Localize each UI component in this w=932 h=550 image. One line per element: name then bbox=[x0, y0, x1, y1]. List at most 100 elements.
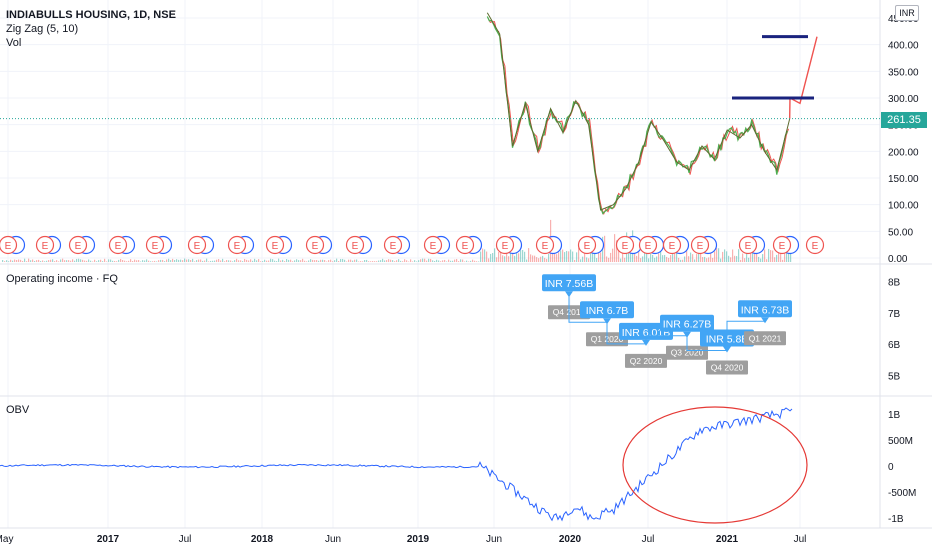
volume-bar bbox=[324, 260, 326, 262]
volume-bar bbox=[442, 260, 444, 262]
volume-bar bbox=[718, 248, 720, 262]
volume-bar bbox=[544, 257, 546, 262]
earnings-marker bbox=[455, 235, 475, 255]
volume-bar bbox=[646, 251, 648, 262]
zigzag-legend[interactable]: Zig Zag (5, 10) bbox=[6, 23, 79, 35]
volume-bar bbox=[512, 250, 514, 262]
volume-bar bbox=[580, 259, 582, 262]
earnings-marker bbox=[535, 235, 555, 255]
volume-bar bbox=[380, 260, 382, 262]
volume-bar bbox=[348, 259, 350, 262]
annotation-circle[interactable] bbox=[622, 406, 808, 524]
y-axis[interactable]: 0.0050.00100.00150.00200.00250.00300.003… bbox=[888, 14, 919, 525]
level-lines[interactable] bbox=[732, 35, 814, 100]
volume-bar bbox=[394, 261, 396, 262]
volume-bar bbox=[390, 259, 392, 262]
volume-bar bbox=[546, 258, 548, 262]
earnings-marker bbox=[35, 235, 55, 255]
earnings-marker bbox=[68, 235, 88, 255]
obv-legend[interactable]: OBV bbox=[6, 404, 30, 416]
earnings-marker-label: E bbox=[542, 241, 549, 252]
operating-income-legend[interactable]: Operating income · FQ bbox=[6, 273, 118, 285]
volume-bar bbox=[304, 260, 306, 262]
volume-bar bbox=[194, 261, 196, 262]
volume-bar bbox=[96, 261, 98, 262]
symbol-title[interactable]: INDIABULLS HOUSING, 1D, NSE bbox=[6, 9, 176, 21]
volume-bar bbox=[560, 250, 562, 262]
value-callout bbox=[738, 300, 792, 318]
value-callout-pointer bbox=[761, 317, 769, 324]
volume-bar bbox=[662, 255, 664, 262]
earnings-marker bbox=[227, 235, 247, 255]
volume-bar bbox=[354, 259, 356, 262]
currency-button[interactable]: INR bbox=[895, 5, 919, 21]
volume-bar bbox=[280, 260, 282, 262]
earnings-marker bbox=[423, 235, 443, 255]
volume-legend[interactable]: Vol bbox=[6, 37, 22, 49]
volume-bar bbox=[28, 258, 30, 262]
volume-bar bbox=[538, 258, 540, 262]
volume-bar bbox=[778, 252, 780, 262]
volume-bar bbox=[462, 259, 464, 262]
quarter-box bbox=[744, 331, 786, 346]
volume-bar bbox=[410, 259, 412, 262]
volume-bar bbox=[566, 250, 568, 262]
volume-bar bbox=[664, 254, 666, 262]
volume-bar bbox=[472, 259, 474, 262]
volume-bar bbox=[660, 250, 662, 262]
volume-bar bbox=[236, 258, 238, 262]
volume-bar bbox=[296, 259, 298, 262]
volume-bar bbox=[568, 251, 570, 262]
volume-bar bbox=[134, 259, 136, 262]
volume-bar bbox=[244, 258, 246, 262]
volume-bar bbox=[780, 250, 782, 262]
volume-bar bbox=[166, 259, 168, 262]
earnings-marker bbox=[345, 235, 365, 255]
volume-bar bbox=[36, 260, 38, 262]
volume-bar bbox=[290, 259, 292, 262]
volume-bar bbox=[104, 258, 106, 262]
volume-bar bbox=[772, 250, 774, 262]
volume-bar bbox=[624, 257, 626, 262]
value-callout-pointer bbox=[603, 318, 611, 325]
volume-bar bbox=[264, 259, 266, 262]
quarter-label: Q4 2020 bbox=[711, 362, 744, 372]
volume-bar bbox=[228, 260, 230, 262]
earnings-marker bbox=[805, 235, 825, 255]
earnings-marker bbox=[0, 235, 18, 255]
volume-bar bbox=[182, 260, 184, 262]
volume-bar bbox=[486, 251, 488, 262]
x-axis[interactable]: May 2017 Jul 2018 Jun 2019 Jun 2020 Jul 2021 Jul bbox=[0, 534, 806, 545]
volume-bar bbox=[414, 260, 416, 262]
volume-bar bbox=[736, 256, 738, 262]
x-tick-label: 2020 bbox=[559, 534, 582, 545]
volume-bar bbox=[618, 250, 620, 262]
volume-bar bbox=[616, 240, 618, 262]
volume-bar bbox=[18, 259, 20, 262]
volume-bar bbox=[358, 261, 360, 262]
value-label: INR 7.56B bbox=[545, 278, 593, 290]
volume-bar bbox=[556, 254, 558, 262]
earnings-marker-label: E bbox=[115, 241, 122, 252]
volume-bar bbox=[222, 258, 224, 262]
volume-bar bbox=[482, 248, 484, 262]
volume-bar bbox=[342, 258, 344, 262]
volume-bar bbox=[92, 261, 94, 262]
highlight-ellipse bbox=[622, 406, 808, 524]
volume-bar bbox=[774, 257, 776, 262]
volume-bar bbox=[746, 252, 748, 262]
volume-bar bbox=[374, 261, 376, 262]
volume-bar bbox=[254, 258, 256, 262]
volume-bar bbox=[742, 253, 744, 262]
volume-bar bbox=[20, 259, 22, 262]
volume-bar bbox=[248, 260, 250, 262]
volume-bar bbox=[446, 261, 448, 262]
volume-bar bbox=[286, 259, 288, 262]
projection-line bbox=[788, 36, 818, 119]
volume-bar bbox=[720, 258, 722, 262]
symbol-legend[interactable]: INDIABULLS HOUSING, 1D, NSE bbox=[6, 8, 176, 22]
volume-bar bbox=[454, 259, 456, 262]
volume-bar bbox=[34, 260, 36, 262]
